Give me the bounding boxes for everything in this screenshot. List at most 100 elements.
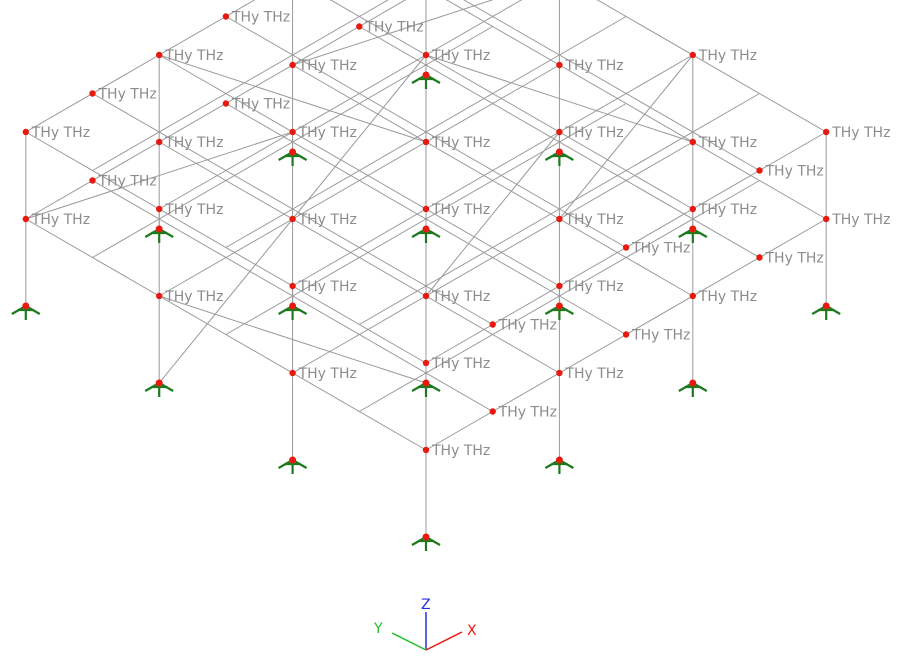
node-restraint-label: THy THz	[98, 174, 157, 190]
node-restraint-label: THy THz	[431, 443, 490, 459]
brace-member	[158, 218, 293, 384]
joint-node[interactable]	[622, 244, 630, 251]
joint-node[interactable]	[689, 51, 696, 59]
joint-node[interactable]	[556, 215, 563, 223]
node-restraint-label: THy THz	[831, 212, 890, 228]
support-node[interactable]	[422, 379, 430, 387]
joint-node[interactable]	[422, 446, 430, 454]
joint-node[interactable]	[22, 215, 29, 223]
beam-y	[596, 0, 827, 133]
joint-node[interactable]	[422, 205, 430, 213]
support-node[interactable]	[555, 302, 563, 310]
joint-node[interactable]	[756, 254, 763, 261]
joint-node[interactable]	[156, 205, 163, 213]
joint-node[interactable]	[556, 282, 563, 290]
fixed-support-icon	[544, 302, 574, 320]
node-restraint-label: THy THz	[431, 202, 490, 218]
joint-node[interactable]	[356, 23, 363, 30]
support-node[interactable]	[289, 148, 297, 156]
support-node[interactable]	[689, 379, 697, 387]
joint-node[interactable]	[289, 282, 296, 290]
node-restraint-label: THy THz	[564, 58, 623, 74]
joint-node[interactable]	[823, 128, 830, 136]
joint-nodes	[22, 13, 830, 454]
support-node[interactable]	[555, 148, 563, 156]
joint-node[interactable]	[289, 215, 296, 223]
fixed-support-icon	[811, 302, 841, 320]
node-restraint-label: THy THz	[564, 125, 623, 141]
joint-node[interactable]	[89, 90, 96, 97]
beam-y	[292, 64, 694, 297]
joint-node[interactable]	[156, 292, 163, 300]
node-restraint-label: THy THz	[631, 241, 690, 257]
z-axis-label: Z	[421, 597, 431, 613]
joint-node[interactable]	[222, 13, 230, 20]
joint-node[interactable]	[289, 369, 296, 377]
brace-member	[25, 131, 293, 220]
joint-node[interactable]	[289, 128, 296, 136]
beam-y	[25, 218, 427, 451]
joint-node[interactable]	[556, 128, 563, 136]
joint-node[interactable]	[422, 292, 430, 300]
joint-node[interactable]	[422, 51, 430, 59]
node-restraint-label: THy THz	[164, 48, 223, 64]
joint-node[interactable]	[823, 215, 830, 223]
support-node[interactable]	[689, 225, 697, 233]
support-node[interactable]	[289, 302, 297, 310]
node-restraint-label: THy THz	[431, 356, 490, 372]
joint-node[interactable]	[156, 138, 163, 146]
joint-node[interactable]	[689, 138, 696, 146]
y-axis-label: Y	[373, 621, 383, 637]
joint-node[interactable]	[89, 177, 96, 184]
restraint-labels: THy THz THy THz THy THz THy THz THy THz THy T…	[31, 10, 891, 460]
joint-node[interactable]	[22, 128, 29, 136]
joint-node[interactable]	[222, 100, 230, 107]
node-restraint-label: THy THz	[31, 212, 90, 228]
node-restraint-label: THy THz	[765, 251, 824, 267]
brace-member	[159, 295, 427, 384]
beam-y	[158, 141, 560, 374]
fixed-support-icon	[544, 148, 574, 166]
node-restraint-label: THy THz	[698, 289, 757, 305]
node-restraint-label: THy THz	[698, 202, 757, 218]
node-restraint-label: THy THz	[298, 366, 357, 382]
fixed-support-icon	[144, 379, 174, 397]
node-restraint-label: THy THz	[298, 125, 357, 141]
support-symbols	[11, 71, 841, 551]
node-restraint-label: THy THz	[431, 48, 490, 64]
joint-node[interactable]	[422, 359, 430, 367]
joint-node[interactable]	[689, 205, 696, 213]
joint-node[interactable]	[556, 61, 563, 69]
support-node[interactable]	[422, 71, 430, 79]
joint-node[interactable]	[689, 292, 696, 300]
brace-member	[159, 54, 427, 143]
fixed-support-icon	[678, 225, 708, 243]
joint-node[interactable]	[489, 321, 496, 328]
beam-x	[158, 0, 523, 210]
joint-node[interactable]	[489, 408, 496, 415]
support-node[interactable]	[289, 456, 297, 464]
joint-node[interactable]	[156, 51, 163, 59]
support-node[interactable]	[422, 533, 430, 541]
fixed-support-icon	[144, 225, 174, 243]
node-restraint-label: THy THz	[431, 135, 490, 151]
joint-node[interactable]	[756, 167, 763, 174]
node-restraint-label: THy THz	[31, 125, 90, 141]
joint-node[interactable]	[422, 138, 430, 146]
beam-y	[25, 131, 427, 364]
brace-member	[292, 0, 494, 66]
support-node[interactable]	[822, 302, 830, 310]
support-node[interactable]	[422, 225, 430, 233]
support-node[interactable]	[555, 456, 563, 464]
support-node[interactable]	[155, 379, 163, 387]
joint-node[interactable]	[556, 369, 563, 377]
fixed-support-icon	[278, 302, 308, 320]
joint-node[interactable]	[622, 331, 630, 338]
joint-node[interactable]	[289, 61, 296, 69]
fixed-support-icon	[278, 148, 308, 166]
support-node[interactable]	[155, 225, 163, 233]
x-axis-label: X	[467, 623, 477, 639]
support-node[interactable]	[22, 302, 30, 310]
